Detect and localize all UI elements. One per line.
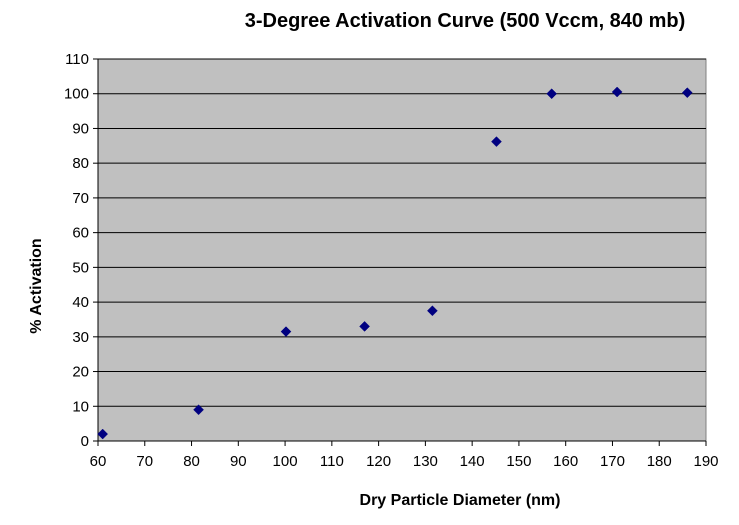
data-points bbox=[97, 86, 693, 440]
data-point bbox=[611, 86, 623, 98]
plot-area bbox=[97, 58, 707, 442]
y-tick-label: 100 bbox=[64, 86, 89, 103]
y-axis-label: % Activation bbox=[28, 238, 45, 334]
data-point bbox=[546, 88, 558, 100]
x-tick-label: 70 bbox=[136, 453, 153, 470]
axes bbox=[93, 58, 707, 446]
y-tick-label: 80 bbox=[72, 155, 89, 172]
data-point bbox=[359, 321, 370, 332]
x-tick-label: 100 bbox=[273, 453, 298, 470]
data-point bbox=[97, 428, 109, 440]
data-point bbox=[491, 136, 502, 148]
y-tick-label: 10 bbox=[72, 398, 89, 415]
y-tick-label: 40 bbox=[72, 294, 89, 311]
x-tick-label: 140 bbox=[460, 453, 485, 470]
y-tick-label: 70 bbox=[72, 190, 89, 207]
x-tick-label: 170 bbox=[600, 453, 625, 470]
x-tick-label: 60 bbox=[90, 453, 107, 470]
gridlines bbox=[98, 58, 706, 407]
y-tick-label: 30 bbox=[72, 329, 89, 346]
x-tick-label: 120 bbox=[366, 453, 391, 470]
x-tick-label: 130 bbox=[413, 453, 438, 470]
x-axis-label: Dry Particle Diameter (nm) bbox=[359, 492, 561, 509]
data-point bbox=[427, 305, 438, 317]
x-tick-label: 90 bbox=[230, 453, 247, 470]
x-tick-label: 160 bbox=[553, 453, 578, 470]
x-tick-label: 190 bbox=[693, 453, 718, 470]
data-point bbox=[681, 87, 693, 99]
y-tick-label: 60 bbox=[72, 225, 89, 242]
y-tick-label: 110 bbox=[65, 51, 89, 68]
x-tick-label: 110 bbox=[320, 453, 344, 470]
x-tick-label: 80 bbox=[183, 453, 200, 470]
data-point bbox=[193, 404, 204, 416]
y-tick-label: 90 bbox=[72, 120, 89, 137]
y-tick-label: 20 bbox=[72, 364, 89, 381]
y-tick-label: 0 bbox=[81, 433, 89, 450]
data-point bbox=[280, 326, 292, 337]
x-tick-label: 150 bbox=[506, 453, 531, 470]
tick-labels: 0 10 20 30 40 50 60 70 80 90 100 110 60 70 80 90 100 110 1… bbox=[64, 51, 719, 470]
chart-title: 3-Degree Activation Curve (500 Vccm, 840… bbox=[244, 10, 686, 32]
x-tick-label: 180 bbox=[647, 453, 672, 470]
y-tick-label: 50 bbox=[72, 259, 89, 276]
